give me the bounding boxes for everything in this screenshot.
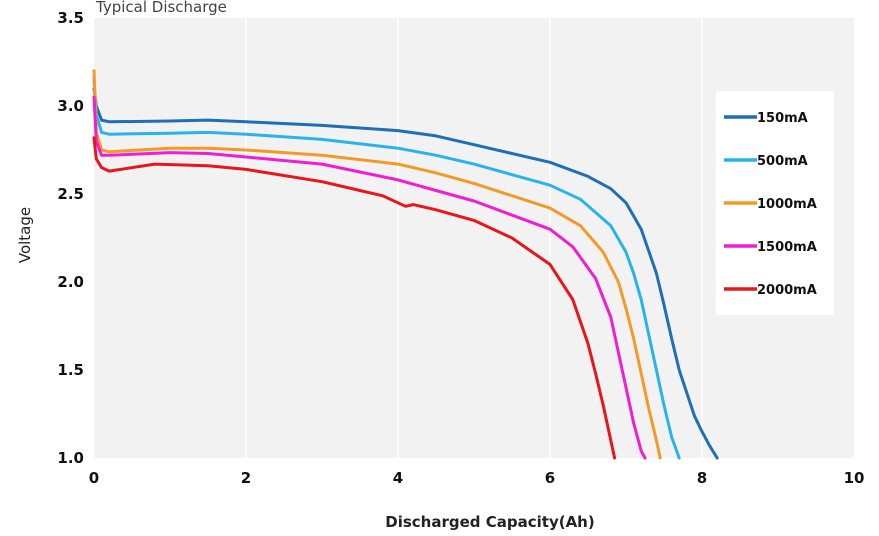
grid-lines — [245, 18, 703, 458]
y-tick-label: 2.5 — [57, 185, 84, 203]
series-line-2000ma — [92, 136, 617, 460]
series-line-150ma — [92, 86, 719, 460]
x-tick-label: 10 — [844, 469, 865, 487]
legend-label: 1500mA — [757, 240, 817, 255]
x-tick-label: 4 — [393, 469, 403, 487]
series-line-500ma — [92, 78, 681, 460]
x-tick-label: 2 — [241, 469, 251, 487]
legend-label: 1000mA — [757, 197, 817, 212]
x-axis-ticks: 0 2 4 6 8 10 — [89, 469, 865, 487]
y-tick-label: 3.0 — [57, 97, 84, 115]
x-tick-label: 6 — [545, 469, 555, 487]
x-axis-title: Discharged Capacity(Ah) — [385, 513, 594, 531]
y-tick-label: 3.5 — [57, 9, 84, 27]
legend-label: 2000mA — [757, 283, 817, 298]
series-lines — [92, 69, 719, 460]
x-tick-label: 8 — [697, 469, 707, 487]
legend: 150mA 500mA 1000mA 1500mA 2000mA — [716, 91, 834, 315]
y-tick-label: 2.0 — [57, 273, 84, 291]
x-tick-label: 0 — [89, 469, 99, 487]
y-axis-ticks: 1.0 1.5 2.0 2.5 3.0 3.5 — [57, 9, 84, 467]
y-tick-label: 1.5 — [57, 361, 84, 379]
legend-label: 500mA — [757, 154, 808, 169]
chart-title: Typical Discharge — [95, 0, 227, 16]
series-line-1500ma — [92, 95, 647, 460]
y-axis-title: Voltage — [16, 207, 34, 263]
legend-label: 150mA — [757, 111, 808, 126]
y-tick-label: 1.0 — [57, 449, 84, 467]
series-line-1000ma — [92, 69, 662, 460]
